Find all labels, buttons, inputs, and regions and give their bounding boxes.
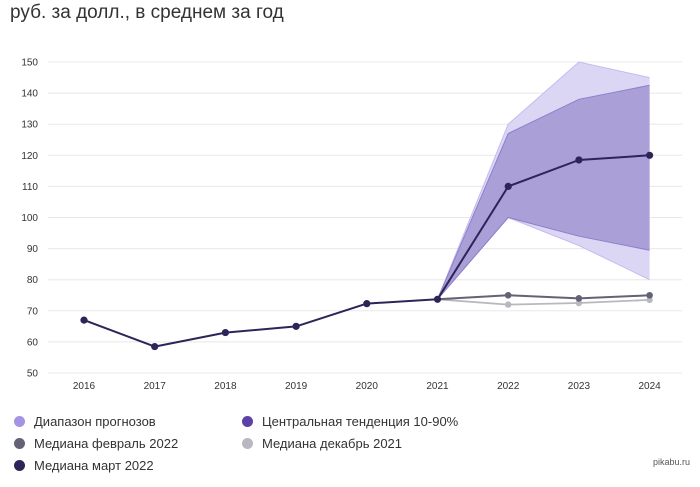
chart-title: руб. за долл., в среднем за год — [10, 2, 284, 23]
y-tick-150: 150 — [21, 58, 38, 69]
legend-item-median-feb: Медиана февраль 2022 — [14, 436, 178, 451]
legend-dot-icon — [14, 460, 25, 471]
y-tick-110: 110 — [22, 182, 38, 193]
point-median-feb-2022 — [504, 291, 512, 299]
legend-label: Медиана март 2022 — [34, 458, 154, 473]
point-median-march-2022 — [504, 182, 512, 190]
y-tick-140: 140 — [21, 89, 38, 100]
x-tick-2017: 2017 — [144, 381, 167, 392]
band-central-upper-edge — [437, 84, 650, 300]
legend: Диапазон прогнозов Центральная тенденция… — [14, 414, 494, 480]
band-forecast-range-upper-edge — [437, 61, 650, 300]
band-layer — [437, 61, 650, 300]
x-tick-2016: 2016 — [73, 381, 96, 392]
legend-label: Медиана февраль 2022 — [34, 436, 179, 451]
point-layer — [80, 151, 654, 351]
legend-dot-icon — [242, 416, 253, 427]
series-line-median-feb — [436, 294, 651, 301]
legend-label: Диапазон прогнозов — [34, 414, 156, 429]
y-tick-70: 70 — [27, 306, 39, 317]
series-line-median-dec — [436, 298, 651, 306]
point-median-march-2018 — [221, 328, 229, 337]
point-median-march-2017 — [151, 342, 159, 351]
point-median-march-2024 — [646, 151, 654, 159]
point-median-feb-2023 — [575, 295, 583, 302]
x-axis-ticks: 2016 2017 2018 2019 2020 2021 2022 2023 2024 — [73, 381, 661, 392]
x-tick-2021: 2021 — [426, 381, 449, 392]
y-axis-ticks: 50 60 70 80 90 100 110 120 130 140 150 — [21, 58, 38, 380]
y-tick-130: 130 — [21, 120, 38, 131]
y-tick-100: 100 — [21, 213, 38, 224]
x-tick-2018: 2018 — [214, 381, 237, 392]
y-tick-90: 90 — [27, 244, 39, 255]
point-median-feb-2024 — [646, 291, 653, 299]
legend-item-central: Центральная тенденция 10-90% — [242, 414, 458, 429]
point-median-dec-2023 — [575, 299, 583, 307]
x-tick-2023: 2023 — [568, 381, 591, 392]
legend-dot-icon — [14, 416, 25, 427]
point-median-dec-2022 — [505, 301, 512, 308]
point-median-march-2019 — [292, 322, 300, 330]
band-central-tendency — [437, 85, 650, 300]
x-tick-2022: 2022 — [497, 381, 520, 392]
legend-item-median-march: Медиана март 2022 — [14, 458, 154, 473]
y-tick-50: 50 — [27, 369, 39, 380]
point-median-march-2016 — [80, 316, 88, 324]
y-tick-120: 120 — [21, 151, 38, 162]
legend-dot-icon — [14, 438, 25, 449]
point-median-march-2020 — [363, 300, 371, 308]
legend-item-median-dec: Медиана декабрь 2021 — [242, 436, 402, 451]
legend-item-range: Диапазон прогнозов — [14, 414, 156, 429]
legend-label: Центральная тенденция 10-90% — [262, 414, 459, 429]
legend-label: Медиана декабрь 2021 — [262, 436, 403, 451]
point-median-dec-2024 — [646, 296, 653, 304]
x-tick-2020: 2020 — [356, 381, 379, 392]
x-tick-2019: 2019 — [285, 381, 308, 392]
x-tick-2024: 2024 — [638, 381, 661, 392]
point-median-march-2023 — [575, 156, 583, 164]
point-median-march-2021 — [433, 295, 442, 303]
y-tick-80: 80 — [27, 275, 39, 286]
y-tick-60: 60 — [27, 337, 39, 348]
watermark: pikabu.ru — [652, 457, 690, 467]
band-central-lower-edge — [437, 216, 650, 300]
legend-dot-icon — [242, 438, 253, 449]
